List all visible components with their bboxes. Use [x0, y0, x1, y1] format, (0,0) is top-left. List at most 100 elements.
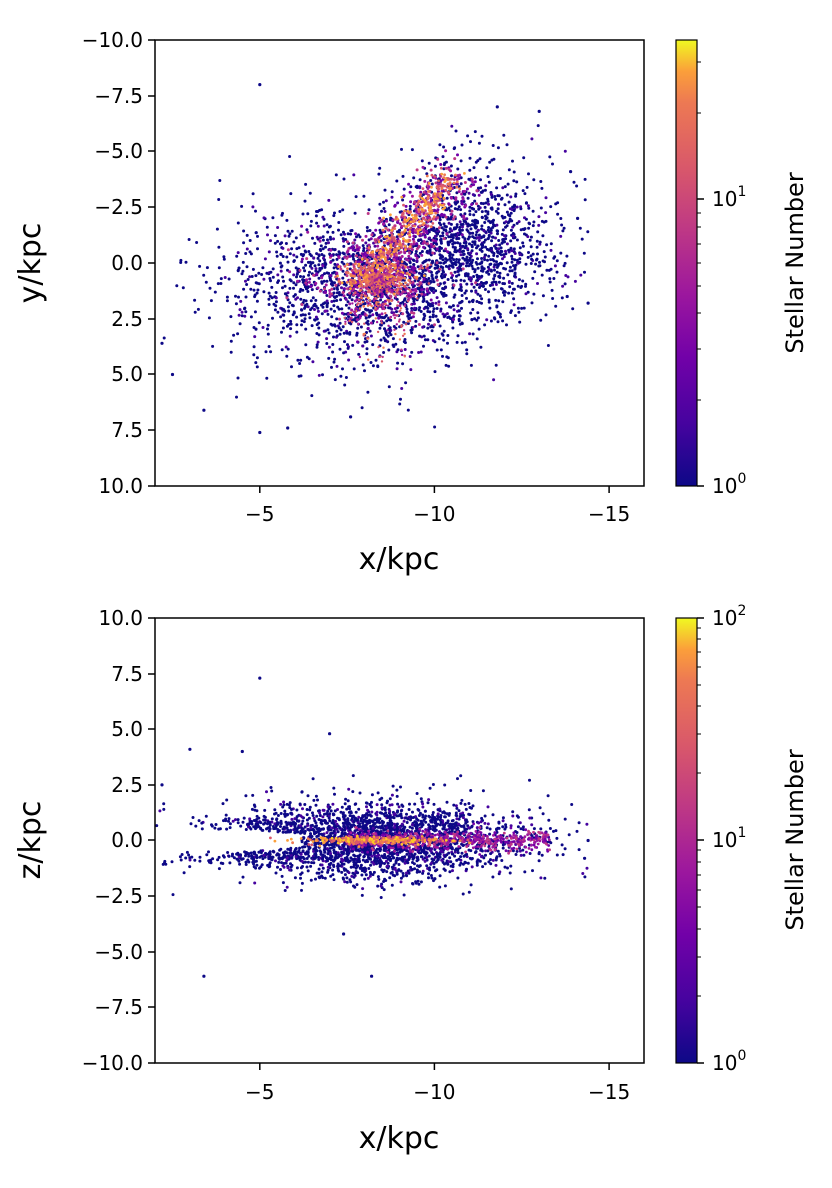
xy-star-point [388, 277, 391, 281]
xy-star-point [551, 162, 554, 166]
xy-star-point [320, 281, 324, 285]
xy-star-point [518, 253, 522, 257]
xy-star-point [217, 266, 221, 270]
xy-star-point [271, 316, 274, 320]
xy-star-point [449, 305, 453, 309]
xy-star-point [381, 228, 385, 232]
xy-star-point [529, 235, 533, 239]
xy-star-point [245, 265, 249, 269]
xy-star-point [548, 277, 552, 281]
xy-star-point [332, 287, 336, 291]
xy-star-point [320, 312, 324, 316]
xy-star-point [454, 263, 458, 267]
xy-star-point [515, 180, 519, 184]
xy-star-point [414, 289, 418, 293]
xy-star-point [343, 264, 347, 268]
xy-star-point [516, 284, 520, 288]
xy-star-point [501, 319, 505, 323]
xy-star-point [440, 172, 444, 176]
xy-star-point [254, 274, 258, 278]
xy-star-point [460, 341, 464, 345]
xy-star-point [371, 293, 375, 296]
xy-star-point [417, 210, 421, 214]
xy-star-point [556, 201, 560, 205]
xy-star-point [302, 275, 306, 279]
xy-star-point [476, 228, 480, 232]
xy-star-point [487, 180, 491, 184]
xy-star-point [409, 368, 413, 372]
xy-star-point [385, 288, 388, 291]
xy-star-point [510, 281, 514, 285]
xy-star-point [285, 296, 289, 300]
xz-star-point [431, 813, 435, 817]
xy-star-point [468, 259, 472, 262]
xy-star-point [265, 376, 269, 380]
xy-star-point [433, 197, 437, 201]
xy-star-point [513, 258, 517, 262]
xy-star-point [346, 267, 349, 271]
xy-star-point [417, 323, 421, 326]
xy-star-point [316, 340, 320, 344]
xy-star-point [357, 298, 360, 302]
xy-star-point [562, 264, 566, 268]
xy-star-point [246, 278, 250, 281]
xy-star-point [239, 299, 243, 303]
xy-star-point [184, 260, 188, 264]
xy-star-point [507, 281, 511, 284]
xy-star-point [288, 286, 292, 290]
xy-star-point [302, 298, 306, 302]
xy-star-point [393, 224, 397, 228]
xy-star-point [249, 315, 253, 319]
xy-star-point [300, 308, 303, 312]
xy-star-point [399, 243, 403, 247]
xy-star-point [264, 350, 268, 354]
xy-star-point [424, 192, 428, 196]
xy-star-point [389, 213, 392, 217]
xy-star-point [225, 299, 229, 303]
xy-star-point [399, 293, 402, 297]
xy-star-point [484, 201, 488, 205]
xy-star-point [353, 274, 356, 278]
xy-star-point [476, 186, 480, 190]
xy-star-point [376, 287, 380, 290]
xy-star-point [420, 292, 424, 296]
xy-y-tick-label: −7.5 [94, 84, 143, 108]
xy-star-point [310, 324, 314, 328]
xy-star-point [466, 251, 470, 255]
xy-star-point [367, 208, 371, 212]
xy-star-point [382, 216, 385, 220]
xy-star-point [490, 250, 494, 254]
xy-star-point [455, 178, 459, 181]
xy-star-point [338, 321, 342, 325]
xy-star-point [428, 315, 432, 319]
xy-star-point [461, 267, 465, 271]
xy-star-point [362, 249, 365, 253]
xy-star-point [309, 299, 313, 303]
xy-star-point [407, 254, 411, 258]
xy-star-point [358, 277, 361, 280]
xy-star-point [410, 194, 414, 198]
xz-star-point [295, 866, 299, 870]
xy-star-point [289, 192, 293, 196]
xy-star-point [522, 306, 526, 310]
xz-star-point [509, 887, 513, 891]
xy-star-point [325, 299, 329, 303]
xy-star-point [395, 323, 398, 326]
xy-star-point [329, 274, 333, 277]
xy-star-point [437, 300, 441, 304]
xy-star-point [284, 242, 288, 245]
xy-star-point [381, 355, 384, 359]
xy-star-point [383, 235, 387, 239]
xy-star-point [412, 271, 416, 275]
xy-star-point [313, 241, 317, 245]
xy-star-point [439, 184, 442, 188]
xy-star-point [436, 264, 440, 268]
xy-star-point [381, 280, 385, 283]
xy-star-point [383, 241, 387, 244]
xy-star-point [559, 217, 563, 220]
xy-star-point [451, 265, 455, 269]
xy-star-point [481, 282, 485, 285]
xy-star-point [491, 258, 495, 262]
xy-star-point [372, 299, 375, 303]
xy-star-point [365, 300, 369, 304]
